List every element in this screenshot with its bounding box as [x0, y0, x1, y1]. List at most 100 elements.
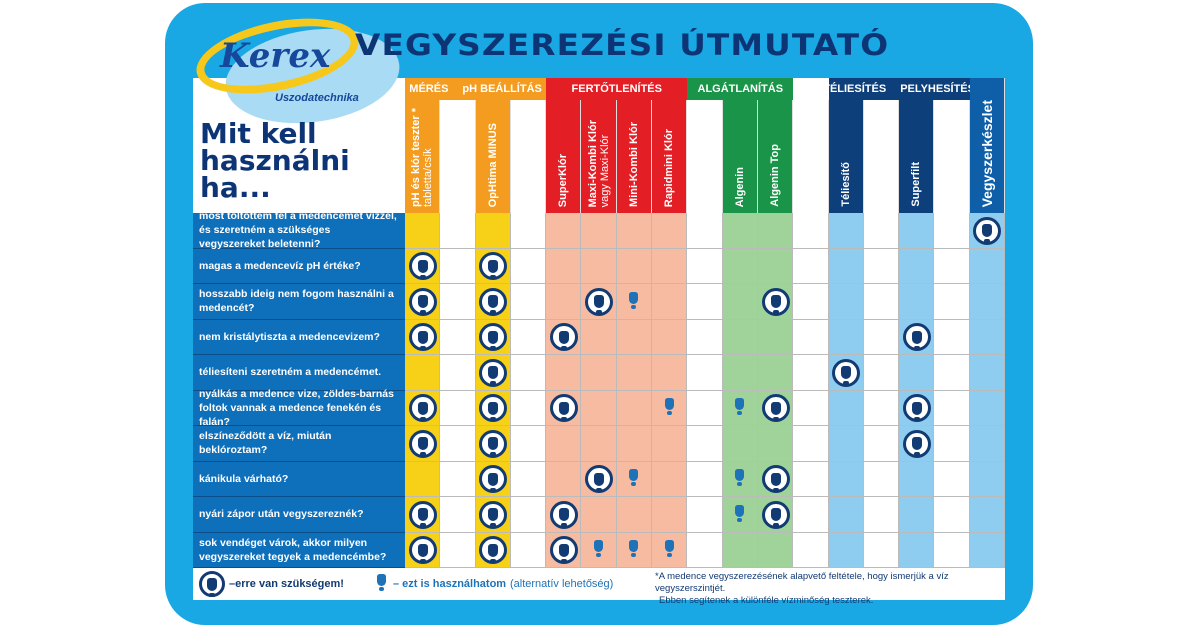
table-cell: [757, 426, 794, 462]
table-cell: [793, 426, 829, 462]
table-cell: [863, 355, 900, 391]
table-cell: [510, 248, 547, 284]
table-cell: [546, 248, 582, 284]
product-header: Superfilt: [899, 100, 935, 213]
table-cell: [581, 213, 617, 249]
required-icon: [761, 394, 790, 423]
legend-required: –erre van szükségem!: [229, 578, 344, 590]
product-header: [793, 100, 829, 213]
table-cell: [899, 355, 935, 391]
required-icon: [761, 465, 790, 494]
table-cell: [899, 213, 935, 249]
table-cell: [581, 248, 617, 284]
required-icon: [902, 429, 931, 458]
product-header: Vegyszerkészlet: [969, 78, 1005, 213]
table-cell: [899, 248, 935, 284]
table-cell: [899, 532, 935, 568]
required-icon: [408, 394, 437, 423]
table-cell: [687, 426, 723, 462]
table-cell: [934, 248, 970, 284]
required-icon: [479, 536, 508, 565]
product-name: Superfilt: [910, 156, 922, 213]
table-cell: [863, 319, 900, 355]
table-cell: [757, 355, 794, 391]
table-cell: [546, 461, 582, 497]
table-cell: [863, 532, 900, 568]
table-cell: [969, 532, 1005, 568]
product-header: Algenin: [722, 100, 758, 213]
product-name: Algenin: [734, 161, 746, 213]
required-icon: [479, 394, 508, 423]
table-cell: [510, 390, 547, 426]
table-cell: [828, 319, 864, 355]
question-row: nem kristálytiszta a medencevizem?: [193, 319, 405, 355]
legend: –erre van szükségem! – ezt is használhat…: [193, 568, 1005, 606]
table-cell: [828, 532, 864, 568]
required-icon: [549, 500, 578, 529]
table-cell: [863, 248, 900, 284]
legend-alternative: – ezt is használhatom: [393, 578, 507, 590]
table-cell: [616, 355, 653, 391]
product-header: [934, 100, 970, 213]
product-label: Vegyszerkészlet: [978, 99, 995, 207]
product-header: Téliesítő: [828, 100, 864, 213]
group-header: MÉRÉS pH BEÁLLÍTÁS: [405, 78, 547, 100]
legend-alternative-note: (alternatív lehetőség): [510, 578, 614, 590]
table-cell: [687, 248, 723, 284]
product-name: Rapidmini Klór: [663, 123, 675, 213]
alternative-icon: [629, 540, 643, 562]
table-cell: [899, 284, 935, 320]
required-icon: [408, 429, 437, 458]
table-cell: [934, 319, 970, 355]
product-name: SuperKlór: [557, 148, 569, 213]
table-cell: [934, 213, 970, 249]
question-row: magas a medencevíz pH értéke?: [193, 248, 405, 284]
required-icon: [479, 287, 508, 316]
required-icon: [408, 536, 437, 565]
table-cell: [687, 390, 723, 426]
table-cell: [793, 461, 829, 497]
table-cell: [510, 355, 547, 391]
table-cell: [934, 355, 970, 391]
product-header: OpHtima MINUS: [475, 100, 511, 213]
logo-brand: Kerex: [220, 36, 331, 76]
table-cell: [440, 497, 476, 533]
required-icon: [549, 536, 578, 565]
table-cell: [581, 319, 617, 355]
table-cell: [934, 532, 970, 568]
required-icon: [761, 287, 790, 316]
group-header: ALGÁTLANÍTÁS: [687, 78, 794, 100]
table-cell: [793, 497, 829, 533]
product-header: [510, 100, 547, 213]
table-cell: [969, 390, 1005, 426]
product-name: Téliesítő: [840, 156, 852, 213]
product-label: Téliesítő: [839, 162, 852, 207]
table-cell: [616, 497, 653, 533]
table-cell: [475, 213, 511, 249]
table-cell: [652, 426, 688, 462]
table-cell: [828, 426, 864, 462]
table-cell: [440, 284, 476, 320]
question-row: hosszabb ideig nem fogom használni a med…: [193, 284, 405, 320]
product-name: pH és klór teszter * tabletta/csík: [410, 102, 434, 213]
table-cell: [652, 284, 688, 320]
required-icon: [973, 216, 1002, 245]
table-cell: [969, 461, 1005, 497]
required-icon: [585, 465, 614, 494]
table-cell: [440, 355, 476, 391]
group-label: pH BEÁLLÍTÁS: [462, 83, 542, 95]
required-icon: [479, 323, 508, 352]
table-cell: [440, 248, 476, 284]
table-cell: [652, 461, 688, 497]
table-cell: [722, 319, 758, 355]
product-name: Mini-Kombi Klór: [628, 116, 640, 213]
product-header: [687, 100, 723, 213]
page-title: VEGYSZEREZÉSI ÚTMUTATÓ: [355, 28, 890, 62]
table-cell: [828, 248, 864, 284]
table-cell: [934, 284, 970, 320]
table-cell: [616, 213, 653, 249]
question-row: most töltöttem fel a medencémet vízzel, …: [193, 210, 405, 250]
table-cell: [510, 284, 547, 320]
product-label: Rapidmini Klór: [663, 128, 676, 207]
table-cell: [652, 213, 688, 249]
